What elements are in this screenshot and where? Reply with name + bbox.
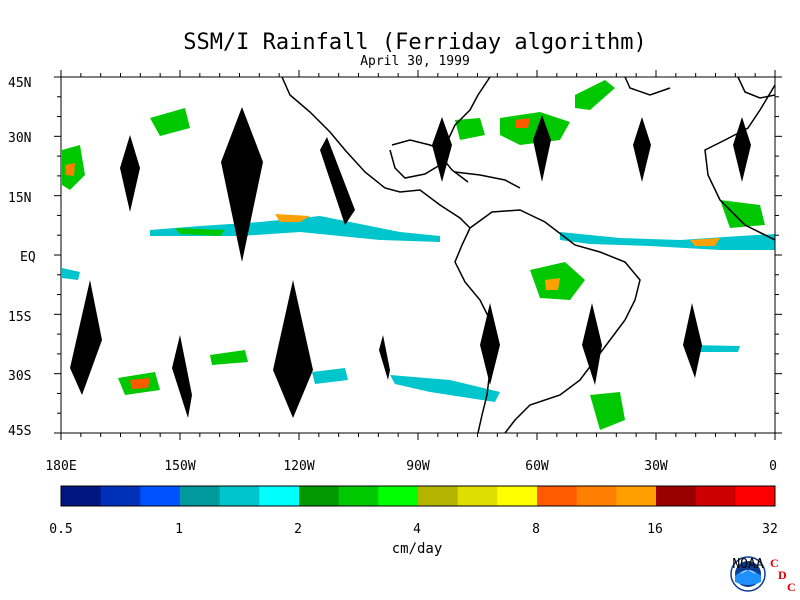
rain-patch	[545, 278, 560, 290]
map-plot-area	[62, 77, 775, 433]
rain-patch	[210, 350, 248, 365]
colorbar-label: 4	[413, 522, 421, 537]
colorbar-swatch	[219, 486, 260, 506]
colorbar-swatch	[140, 486, 181, 506]
colorbar-label: 16	[647, 522, 663, 537]
lon-label: 30W	[644, 459, 668, 474]
colorbar-swatch	[378, 486, 419, 506]
data-gap	[273, 280, 313, 418]
data-gap	[320, 137, 355, 225]
data-gaps	[70, 107, 751, 418]
lat-label: 15S	[8, 310, 31, 325]
lon-label: 90W	[406, 459, 430, 474]
rain-patch	[455, 118, 485, 140]
lat-label: EQ	[20, 250, 36, 265]
colorbar-label: 2	[294, 522, 302, 537]
lon-label: 60W	[525, 459, 549, 474]
cdc-letter: C	[787, 580, 796, 594]
colorbar-label: 0.5	[49, 522, 73, 537]
rain-patch	[130, 378, 150, 389]
rain-patch	[590, 392, 625, 430]
colorbar-units: cm/day	[391, 541, 443, 557]
coastlines	[281, 77, 775, 433]
greenland-coast	[624, 77, 671, 96]
colorbar-swatch	[259, 486, 300, 506]
cdc-letter: C	[770, 556, 779, 570]
colorbar-swatch	[656, 486, 697, 506]
colorbar-label: 8	[532, 522, 540, 537]
data-gap	[683, 303, 702, 378]
noaa-logo-text: NOAA	[732, 557, 763, 572]
colorbar-swatch	[338, 486, 379, 506]
rain-patch	[312, 368, 348, 384]
cdc-letter: D	[778, 568, 787, 582]
rain-patch	[175, 228, 225, 236]
data-gap	[582, 303, 602, 385]
lat-label: 45S	[8, 424, 31, 439]
colorbar-swatch	[180, 486, 221, 506]
data-gap	[221, 107, 263, 262]
colorbar-swatch	[576, 486, 617, 506]
rain-patch	[560, 232, 775, 250]
map-title: SSM/I Rainfall (Ferriday algorithm)	[183, 30, 647, 55]
colorbar-swatch	[457, 486, 498, 506]
lat-label: 30N	[8, 131, 31, 146]
rain-patch	[390, 375, 500, 402]
colorbar-label: 32	[762, 522, 778, 537]
data-gap	[633, 117, 651, 182]
lon-label: 120W	[283, 459, 314, 474]
rain-patch	[690, 345, 740, 352]
south-america-coast	[469, 209, 641, 433]
lat-label: 30S	[8, 369, 31, 384]
colorbar-swatch	[299, 486, 340, 506]
colorbar-label: 1	[175, 522, 183, 537]
longitude-labels: 180E 150W 120W 90W 60W 30W 0	[45, 459, 777, 474]
colorbar-frame	[60, 485, 776, 507]
rain-patch	[62, 268, 80, 280]
north-america-coast	[281, 77, 471, 229]
europe-coast	[737, 77, 775, 99]
lat-label: 45N	[8, 76, 31, 91]
data-gap	[432, 117, 452, 182]
colorbar-swatch	[735, 486, 776, 506]
africa-coast	[704, 84, 775, 241]
map-subtitle: April 30, 1999	[360, 54, 470, 69]
colorbar-swatch	[61, 486, 102, 506]
data-gap	[480, 303, 500, 385]
rain-patch	[690, 238, 720, 246]
lon-label: 180E	[45, 459, 76, 474]
colorbar-swatch	[616, 486, 657, 506]
data-gap	[379, 335, 390, 380]
caribbean-islands	[454, 171, 521, 189]
north-america-east-coast	[439, 77, 491, 183]
latitude-labels: 45N 30N 15N EQ 15S 30S 45S	[8, 76, 36, 439]
colorbar-swatch	[537, 486, 578, 506]
rain-patch	[150, 108, 190, 136]
colorbar-swatch	[100, 486, 141, 506]
data-gap	[733, 117, 751, 182]
lon-label: 150W	[164, 459, 195, 474]
colorbar-swatch	[418, 486, 459, 506]
rain-patch	[150, 216, 440, 242]
rain-patch	[515, 118, 530, 128]
data-gap	[172, 335, 192, 418]
rain-patch	[275, 214, 310, 222]
rain-patch	[720, 200, 765, 228]
rainfall-patches	[62, 80, 775, 430]
colorbar-swatch	[695, 486, 736, 506]
rain-patch	[575, 80, 615, 110]
lat-label: 15N	[8, 191, 31, 206]
rain-patch	[65, 163, 75, 176]
data-gap	[70, 280, 102, 395]
colorbar	[60, 485, 776, 507]
axis-ticks	[54, 70, 782, 440]
noaa-logo-icon: NOAA	[730, 556, 766, 592]
colorbar-swatch	[497, 486, 538, 506]
data-gap	[120, 135, 140, 212]
data-gap	[533, 115, 551, 182]
lon-label: 0	[769, 459, 777, 474]
